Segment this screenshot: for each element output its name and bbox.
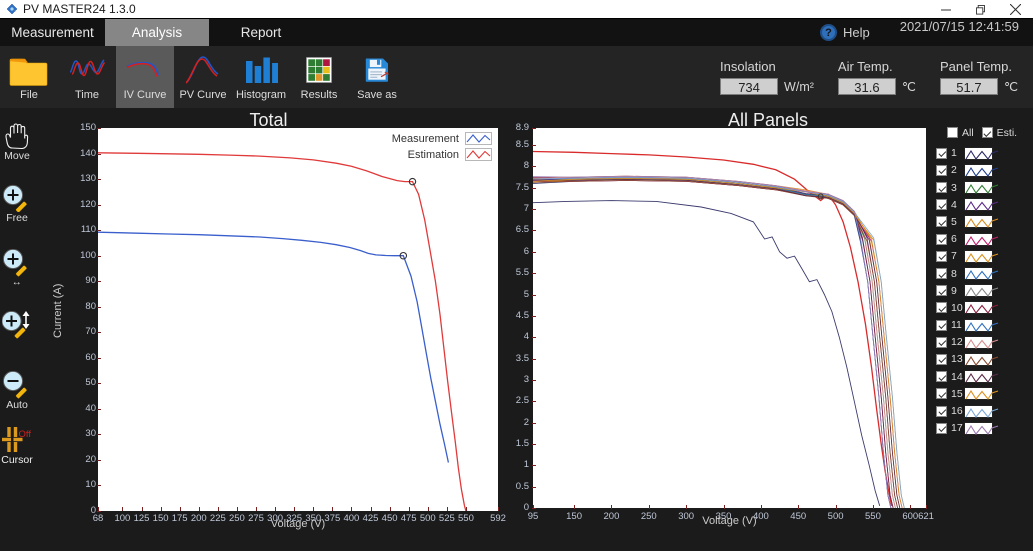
svg-text:Off: Off [19, 429, 32, 440]
